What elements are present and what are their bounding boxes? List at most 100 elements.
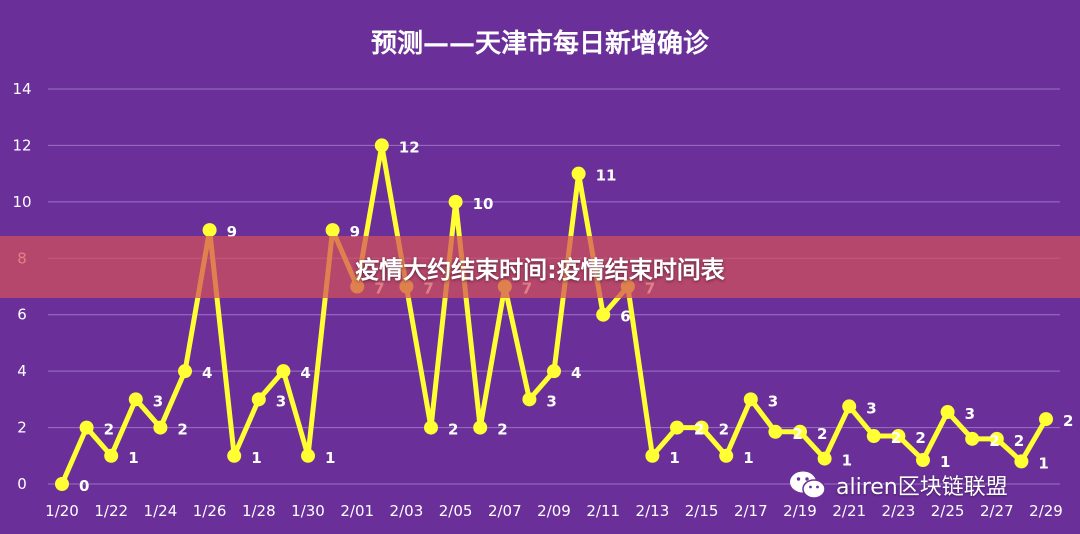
data-point bbox=[670, 421, 684, 435]
data-point bbox=[55, 477, 69, 491]
data-label: 3 bbox=[866, 399, 876, 417]
data-point bbox=[1014, 454, 1028, 468]
data-label: 2 bbox=[891, 429, 901, 447]
x-tick-label: 2/25 bbox=[931, 502, 965, 520]
x-tick-label: 2/05 bbox=[439, 502, 473, 520]
data-label: 1 bbox=[669, 449, 679, 467]
x-tick-label: 1/28 bbox=[242, 502, 276, 520]
chart-title: 预测——天津市每日新增确诊 bbox=[371, 28, 710, 59]
data-point bbox=[80, 421, 94, 435]
data-label: 2 bbox=[448, 421, 458, 439]
data-label: 1 bbox=[251, 449, 261, 467]
data-label: 2 bbox=[719, 421, 729, 439]
data-label: 2 bbox=[792, 425, 802, 443]
x-tick-label: 2/17 bbox=[734, 502, 768, 520]
data-point bbox=[818, 452, 832, 466]
data-label: 4 bbox=[571, 364, 581, 382]
x-tick-label: 2/19 bbox=[783, 502, 817, 520]
data-point bbox=[842, 399, 856, 413]
data-label: 3 bbox=[546, 392, 556, 410]
x-tick-label: 2/01 bbox=[340, 502, 374, 520]
data-point bbox=[768, 425, 782, 439]
data-label: 11 bbox=[596, 167, 617, 185]
watermark-text: aliren区块链联盟 bbox=[836, 469, 1008, 501]
x-tick-label: 2/03 bbox=[390, 502, 424, 520]
data-point bbox=[449, 195, 463, 209]
y-tick-label: 4 bbox=[17, 362, 27, 380]
data-label: 2 bbox=[1063, 412, 1073, 430]
data-label: 2 bbox=[1014, 432, 1024, 450]
data-label: 4 bbox=[202, 364, 212, 382]
data-point bbox=[252, 392, 266, 406]
y-tick-label: 10 bbox=[12, 193, 31, 211]
data-label: 3 bbox=[153, 392, 163, 410]
data-label: 1 bbox=[128, 449, 138, 467]
x-tick-label: 2/07 bbox=[488, 502, 522, 520]
data-label: 2 bbox=[915, 429, 925, 447]
data-label: 1 bbox=[325, 449, 335, 467]
y-tick-label: 2 bbox=[17, 419, 27, 437]
data-point bbox=[178, 364, 192, 378]
x-tick-label: 2/21 bbox=[832, 502, 866, 520]
data-point bbox=[129, 392, 143, 406]
y-tick-label: 0 bbox=[17, 475, 27, 493]
data-point bbox=[744, 392, 758, 406]
data-point bbox=[326, 223, 340, 237]
data-point bbox=[203, 223, 217, 237]
data-label: 3 bbox=[965, 405, 975, 423]
data-label: 2 bbox=[989, 432, 999, 450]
data-point bbox=[522, 392, 536, 406]
y-tick-label: 12 bbox=[12, 136, 31, 154]
y-tick-label: 14 bbox=[12, 80, 31, 98]
data-point bbox=[375, 138, 389, 152]
data-point bbox=[153, 421, 167, 435]
data-label: 10 bbox=[473, 195, 494, 213]
x-tick-label: 2/11 bbox=[586, 502, 620, 520]
data-point bbox=[473, 421, 487, 435]
data-point bbox=[867, 429, 881, 443]
data-label: 1 bbox=[743, 449, 753, 467]
banner-text: 疫情大约结束时间:疫情结束时间表 bbox=[355, 250, 725, 285]
data-point bbox=[719, 449, 733, 463]
data-label: 0 bbox=[79, 477, 89, 495]
data-point bbox=[276, 364, 290, 378]
data-point bbox=[572, 167, 586, 181]
x-tick-label: 1/22 bbox=[94, 502, 128, 520]
data-point bbox=[301, 449, 315, 463]
data-point bbox=[645, 449, 659, 463]
data-point bbox=[104, 449, 118, 463]
x-tick-label: 2/15 bbox=[685, 502, 719, 520]
x-tick-label: 2/27 bbox=[980, 502, 1014, 520]
overlay-banner: 疫情大约结束时间:疫情结束时间表 bbox=[0, 236, 1080, 298]
data-point bbox=[547, 364, 561, 378]
x-tick-label: 2/29 bbox=[1029, 502, 1063, 520]
data-label: 2 bbox=[694, 421, 704, 439]
y-tick-label: 6 bbox=[17, 306, 27, 324]
data-point bbox=[941, 405, 955, 419]
data-label: 12 bbox=[399, 138, 420, 156]
data-point bbox=[596, 308, 610, 322]
data-label: 4 bbox=[300, 364, 310, 382]
x-tick-label: 2/23 bbox=[882, 502, 916, 520]
data-label: 2 bbox=[104, 421, 114, 439]
x-tick-label: 1/20 bbox=[45, 502, 79, 520]
x-axis-ticks: 1/20 1/22 1/24 1/26 1/28 1/30 2/01 2/03 2/05 2/07… bbox=[45, 502, 1063, 520]
data-label: 2 bbox=[817, 425, 827, 443]
data-point bbox=[424, 421, 438, 435]
data-label: 2 bbox=[497, 421, 507, 439]
data-point bbox=[916, 453, 930, 467]
wechat-icon bbox=[788, 469, 828, 501]
data-label: 3 bbox=[276, 392, 286, 410]
data-label: 6 bbox=[620, 308, 630, 326]
x-tick-label: 1/24 bbox=[144, 502, 178, 520]
data-point bbox=[1039, 412, 1053, 426]
x-tick-label: 1/26 bbox=[193, 502, 227, 520]
data-point bbox=[965, 432, 979, 446]
x-tick-label: 1/30 bbox=[291, 502, 325, 520]
data-label: 1 bbox=[1038, 454, 1048, 472]
data-point bbox=[227, 449, 241, 463]
data-label: 3 bbox=[768, 392, 778, 410]
data-label: 2 bbox=[177, 421, 187, 439]
x-tick-label: 2/13 bbox=[636, 502, 670, 520]
x-tick-label: 2/09 bbox=[537, 502, 571, 520]
